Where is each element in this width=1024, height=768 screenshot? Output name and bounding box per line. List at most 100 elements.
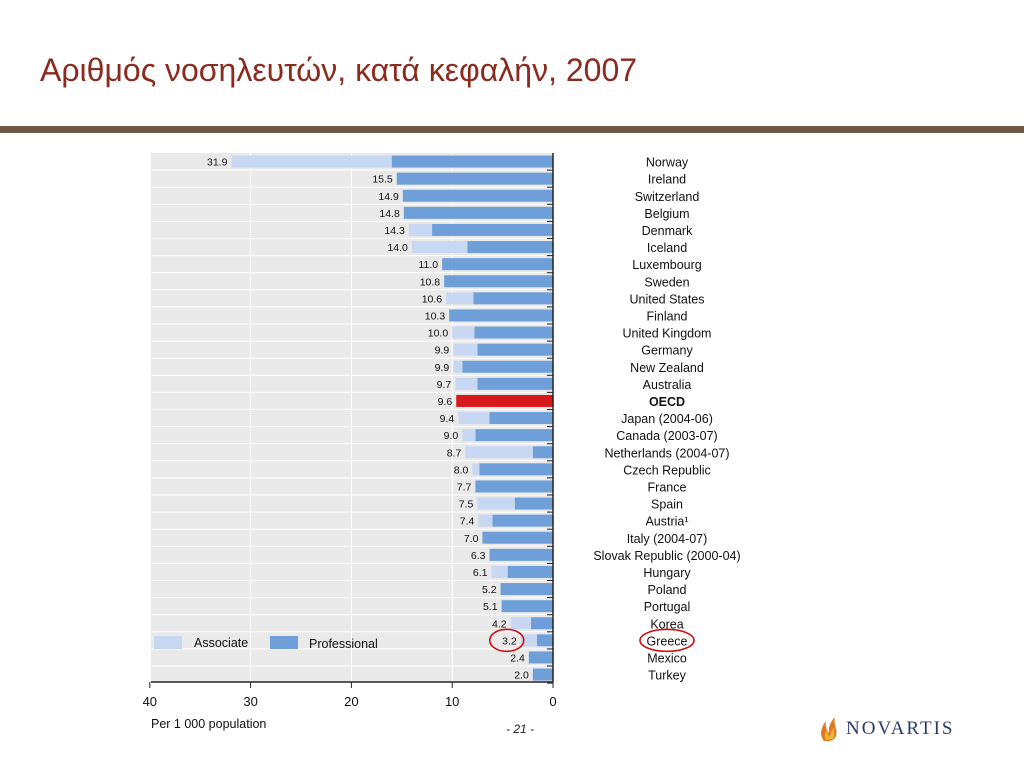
category-label: Norway (646, 156, 689, 170)
title-rule (0, 126, 1024, 133)
bar-associate (231, 155, 392, 168)
bar-associate (472, 463, 480, 476)
value-label: 9.6 (438, 396, 453, 408)
bar-professional (475, 480, 553, 493)
flame-icon (821, 717, 837, 741)
value-label: 11.0 (418, 259, 438, 271)
category-label: Belgium (644, 207, 689, 221)
value-label: 10.6 (422, 293, 443, 305)
value-label: 5.2 (482, 584, 497, 596)
bar-professional (492, 514, 553, 527)
bar-professional (528, 651, 553, 664)
bar-professional (500, 583, 553, 596)
value-highlight-circle (488, 628, 525, 653)
value-label: 9.0 (444, 430, 459, 442)
category-label: Italy (2004-07) (627, 532, 708, 546)
bar-associate (478, 514, 493, 527)
greece-highlight-circles (488, 628, 695, 653)
x-tick-label: 10 (445, 694, 459, 709)
bar-professional (536, 634, 553, 647)
bar-professional (530, 617, 553, 630)
bar-professional (532, 668, 553, 681)
bar-professional (477, 343, 553, 356)
category-label: Denmark (642, 224, 693, 238)
bar-professional (444, 275, 553, 288)
bar-professional (507, 565, 553, 578)
category-label: Mexico (647, 651, 687, 665)
x-tick-label: 40 (143, 694, 157, 709)
category-label: Germany (641, 344, 693, 358)
value-label: 15.5 (372, 174, 393, 186)
value-label: 8.7 (447, 447, 462, 459)
category-label: Japan (2004-06) (621, 412, 713, 426)
bar-associate (510, 617, 531, 630)
category-label: Spain (651, 498, 683, 512)
bar-professional (402, 189, 553, 202)
bar-associate (455, 377, 478, 390)
value-label: 14.8 (379, 208, 400, 220)
bar-associate (458, 412, 490, 425)
novartis-logo: NOVARTIS (818, 714, 954, 744)
legend: Associate Professional (154, 636, 378, 651)
slide-title: Αριθμός νοσηλευτών, κατά κεφαλήν, 2007 (40, 52, 638, 88)
category-label: Sweden (644, 275, 689, 289)
label-highlight-circle (639, 628, 695, 653)
bar-professional (456, 394, 553, 407)
value-label: 7.5 (459, 499, 474, 511)
category-label: Slovak Republic (2000-04) (593, 549, 740, 563)
bar-professional (442, 258, 553, 271)
tick-marks (547, 169, 553, 684)
value-label: 14.9 (378, 191, 399, 203)
category-label: Iceland (647, 241, 687, 255)
bar-professional (403, 206, 553, 219)
category-label: United Kingdom (623, 327, 712, 341)
value-label: 2.4 (510, 652, 525, 664)
bar-associate (411, 241, 468, 254)
bar-associate (462, 429, 476, 442)
bar-associate (453, 360, 463, 373)
value-label: 10.0 (428, 328, 449, 340)
value-label: 6.1 (473, 567, 488, 579)
category-label: OECD (649, 395, 685, 409)
value-label: 6.3 (471, 550, 486, 562)
x-axis-label: Per 1 000 population (151, 717, 266, 731)
bar-associate (520, 634, 537, 647)
value-label: 7.0 (464, 533, 479, 545)
category-label: Turkey (648, 669, 686, 683)
bar-professional (489, 412, 553, 425)
legend-professional-label: Professional (309, 637, 378, 651)
bar-professional (489, 548, 553, 561)
bar-professional (479, 463, 553, 476)
category-label: Finland (647, 309, 688, 323)
bar-professional (477, 377, 553, 390)
bar-professional (462, 360, 553, 373)
value-label: 7.7 (457, 481, 472, 493)
x-tick-label: 30 (243, 694, 257, 709)
value-label: 7.4 (460, 516, 475, 528)
value-label: 9.9 (435, 362, 450, 374)
bar-professional (482, 531, 553, 544)
value-label: 4.2 (492, 618, 507, 630)
category-label: Australia (643, 378, 692, 392)
category-label: Greece (647, 634, 688, 648)
bar-professional (475, 429, 553, 442)
bar-associate (446, 292, 474, 305)
category-label: Netherlands (2004-07) (604, 446, 729, 460)
category-label: France (648, 480, 687, 494)
legend-professional-swatch (270, 636, 298, 649)
value-label: 9.4 (440, 413, 455, 425)
bar-professional (396, 172, 553, 185)
bar-professional (449, 309, 553, 322)
bar-professional (391, 155, 553, 168)
x-axis-ticks: 40 30 20 10 0 (143, 682, 557, 709)
bar-professional (532, 446, 553, 459)
bar-professional (432, 223, 553, 236)
bar-associate (465, 446, 533, 459)
value-label: 14.3 (384, 225, 405, 237)
bar-professional (474, 326, 553, 339)
value-label: 14.0 (387, 242, 408, 254)
value-label: 10.8 (420, 276, 441, 288)
bars (231, 155, 553, 681)
value-label: 9.9 (435, 345, 450, 357)
